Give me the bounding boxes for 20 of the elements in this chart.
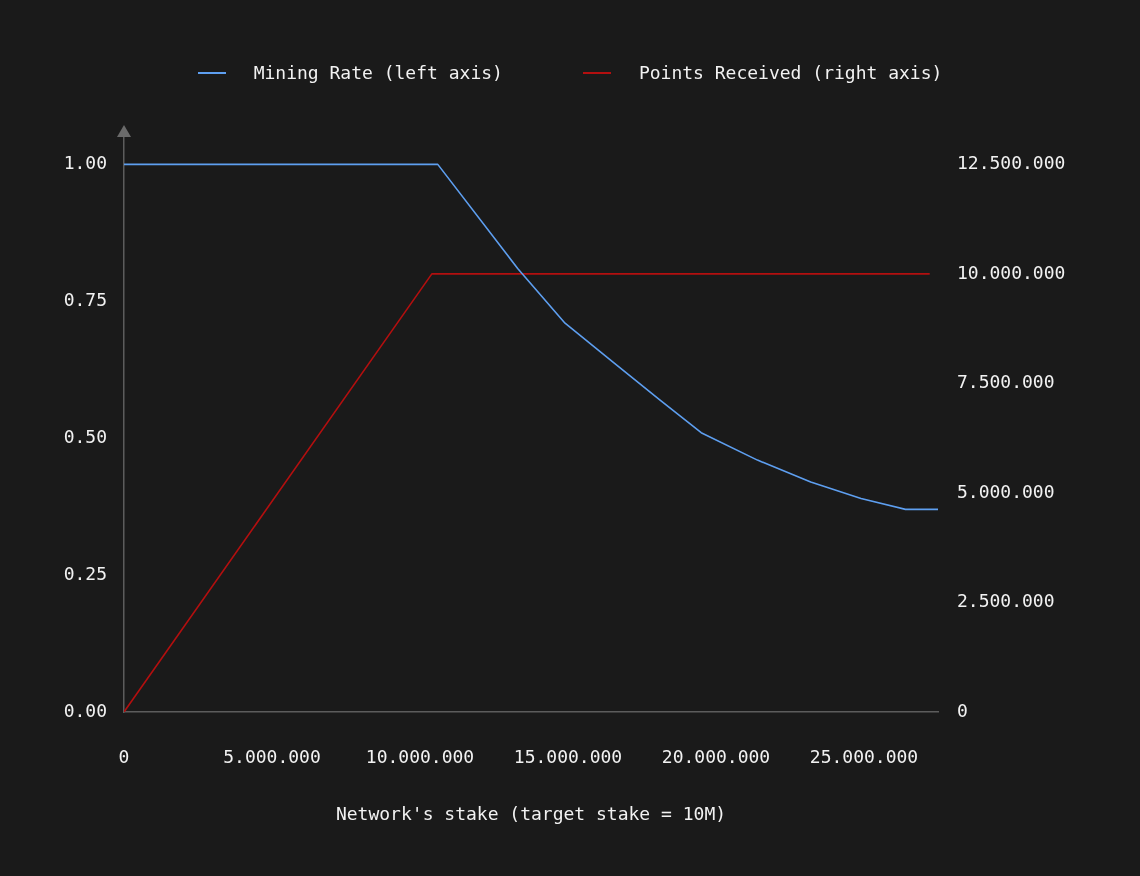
x-tick-label: 0 (118, 746, 130, 768)
y-tick-label: 0.50 (63, 425, 107, 447)
x-tick-label: 15.000.000 (513, 746, 623, 768)
legend-label: Mining Rate (left axis) (253, 62, 503, 83)
x-tick-label: 10.000.000 (365, 746, 475, 768)
y-tick-label: 0.00 (63, 699, 107, 721)
y2-tick-label: 12.500.000 (957, 152, 1066, 174)
x-axis-title: Network's stake (target stake = 10M) (335, 802, 727, 824)
y2-tick-label: 2.500.000 (957, 590, 1055, 612)
legend-label: Points Received (right axis) (638, 62, 943, 83)
y2-tick-label: 7.500.000 (957, 371, 1055, 393)
y-tick-label: 0.75 (63, 288, 107, 310)
x-tick-label: 20.000.000 (661, 746, 771, 768)
x-tick-label: 5.000.000 (223, 746, 321, 768)
y-tick-label: 1.00 (63, 152, 107, 174)
y2-tick-label: 0 (957, 699, 968, 721)
y2-tick-label: 5.000.000 (957, 480, 1055, 502)
y2-tick-label: 10.000.000 (957, 261, 1066, 283)
y-tick-label: 0.25 (63, 562, 107, 584)
x-tick-label: 25.000.000 (809, 746, 919, 768)
